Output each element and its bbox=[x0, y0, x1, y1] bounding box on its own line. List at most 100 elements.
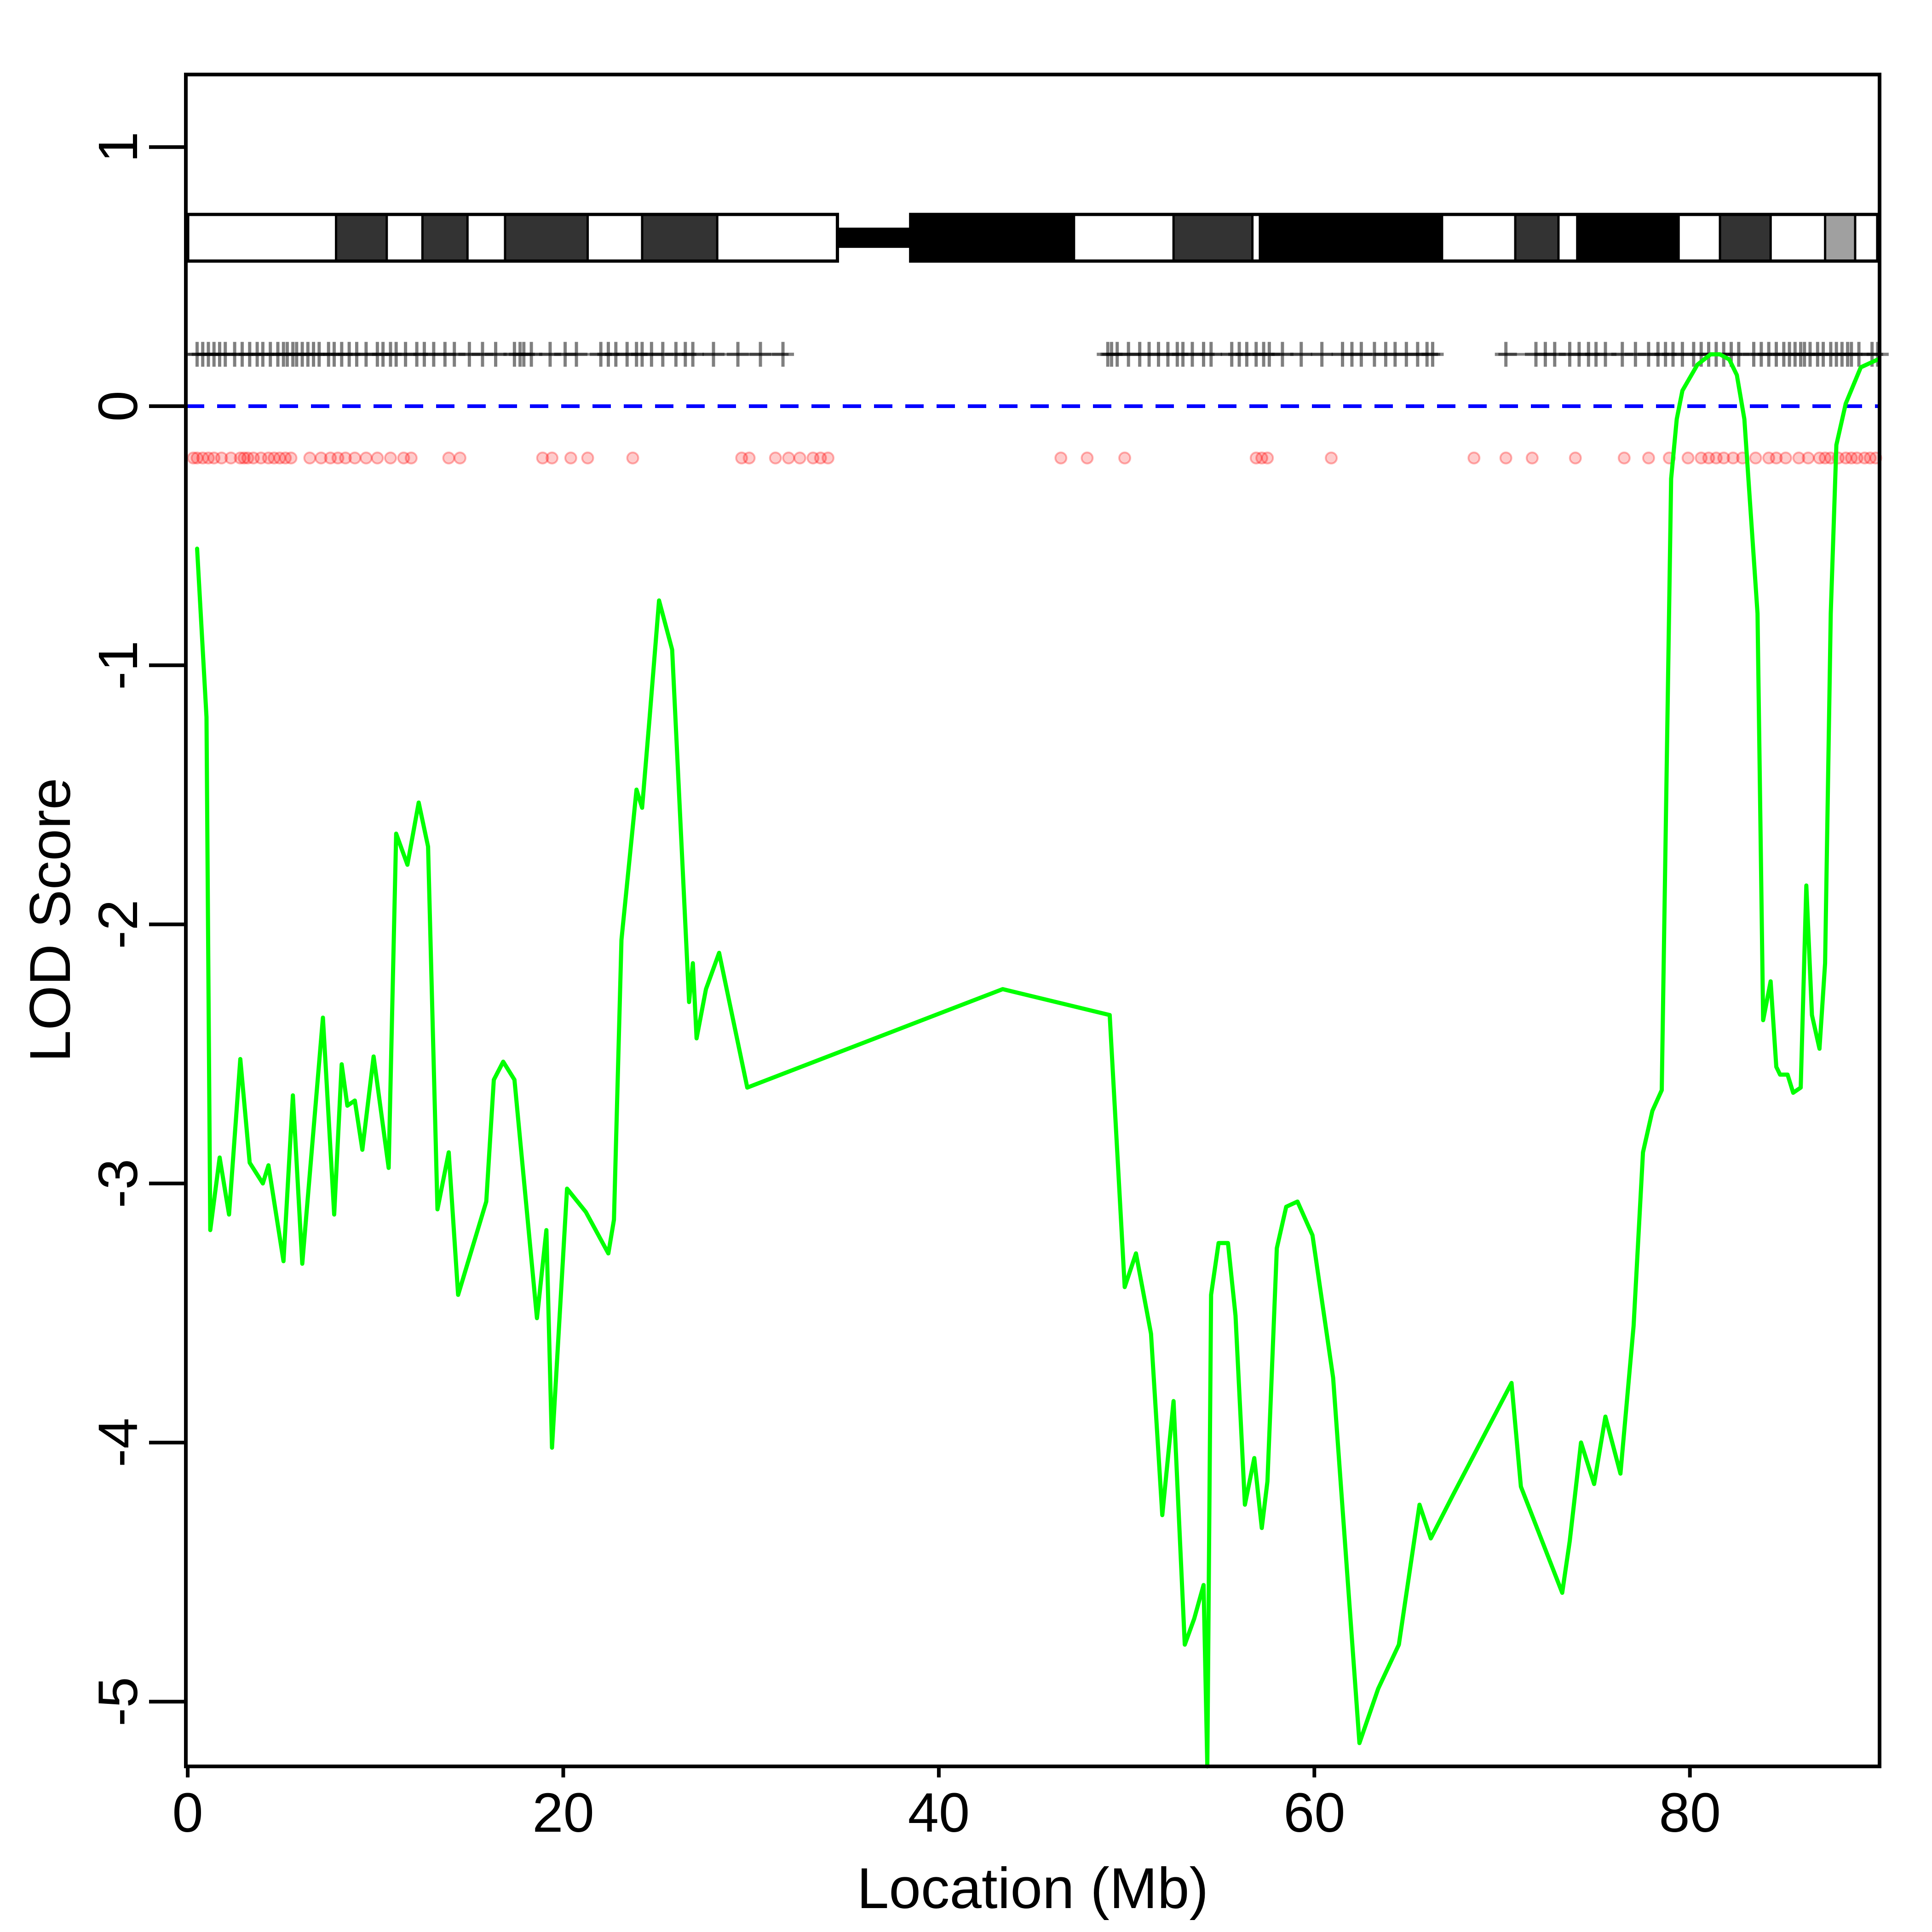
marker-point bbox=[727, 342, 749, 367]
marker-point bbox=[1271, 342, 1294, 367]
ideogram-band bbox=[421, 213, 469, 263]
snp-point bbox=[224, 451, 237, 465]
ideogram-band bbox=[641, 213, 719, 263]
snp-point bbox=[348, 451, 362, 465]
snp-point bbox=[303, 451, 316, 465]
snp-point bbox=[1792, 451, 1806, 465]
snp-point bbox=[742, 451, 756, 465]
snp-point bbox=[187, 451, 200, 465]
marker-point bbox=[520, 342, 543, 367]
snp-point bbox=[782, 451, 795, 465]
snp-point bbox=[1695, 451, 1708, 465]
marker-point bbox=[682, 342, 704, 367]
snp-point bbox=[1702, 451, 1715, 465]
y-tick-label: -2 bbox=[86, 900, 149, 949]
marker-point bbox=[1421, 342, 1444, 367]
marker-point bbox=[1290, 342, 1312, 367]
plot-frame bbox=[184, 73, 1881, 1768]
snp-point bbox=[1499, 451, 1512, 465]
snp-point bbox=[331, 451, 345, 465]
snp-point bbox=[1801, 451, 1815, 465]
snp-point bbox=[1749, 451, 1762, 465]
ideogram-band bbox=[1172, 213, 1254, 263]
snp-point bbox=[324, 451, 337, 465]
snp-point bbox=[234, 451, 247, 465]
snp-point bbox=[1709, 451, 1723, 465]
snp-point bbox=[339, 451, 352, 465]
snp-point bbox=[1642, 451, 1655, 465]
y-tick-label: -4 bbox=[86, 1418, 149, 1467]
snp-point bbox=[1762, 451, 1776, 465]
marker-point bbox=[1200, 342, 1222, 367]
snp-point bbox=[1726, 451, 1740, 465]
snp-point bbox=[279, 451, 292, 465]
snp-point bbox=[1118, 451, 1132, 465]
snp-point bbox=[1717, 451, 1731, 465]
ideogram-band bbox=[1576, 213, 1680, 263]
snp-point bbox=[1863, 451, 1877, 465]
snp-point bbox=[1845, 451, 1858, 465]
snp-point bbox=[793, 451, 806, 465]
ideogram-centromere bbox=[837, 227, 911, 248]
snp-point bbox=[536, 451, 549, 465]
snp-point bbox=[371, 451, 384, 465]
snp-point bbox=[814, 451, 827, 465]
snp-point bbox=[196, 451, 209, 465]
chromosome-ideogram bbox=[186, 213, 1880, 263]
snp-point bbox=[453, 451, 466, 465]
y-axis: -5 -4 -3 -2 -1 0 1 bbox=[86, 132, 186, 1726]
snp-point bbox=[207, 451, 221, 465]
ideogram-band bbox=[1514, 213, 1560, 263]
ideogram-band bbox=[335, 213, 388, 263]
snp-point bbox=[1851, 451, 1864, 465]
snp-point bbox=[384, 451, 397, 465]
snp-point bbox=[215, 451, 228, 465]
snp-point bbox=[404, 451, 418, 465]
snp-point bbox=[1261, 451, 1274, 465]
snp-point bbox=[1467, 451, 1481, 465]
snp-point bbox=[1681, 451, 1695, 465]
x-axis-title: Location (Mb) bbox=[857, 1857, 1208, 1920]
marker-point bbox=[749, 342, 772, 367]
marker-point bbox=[1495, 342, 1517, 367]
x-tick-label: 60 bbox=[1283, 1781, 1346, 1844]
snp-point bbox=[201, 451, 215, 465]
snp-point bbox=[1779, 451, 1792, 465]
snp-point bbox=[545, 451, 558, 465]
snp-point bbox=[237, 451, 251, 465]
snp-point bbox=[241, 451, 254, 465]
snp-point bbox=[397, 451, 410, 465]
snp-point bbox=[359, 451, 373, 465]
y-tick-label: 0 bbox=[86, 391, 149, 421]
ideogram-band bbox=[909, 213, 1075, 263]
snp-point bbox=[1325, 451, 1338, 465]
marker-track bbox=[186, 342, 1889, 367]
snp-point bbox=[267, 451, 281, 465]
snp-point bbox=[1525, 451, 1539, 465]
y-tick-label: -5 bbox=[86, 1677, 149, 1726]
y-tick-label: -3 bbox=[86, 1159, 149, 1208]
x-tick-label: 0 bbox=[172, 1781, 203, 1844]
snp-point bbox=[284, 451, 298, 465]
snp-point bbox=[806, 451, 820, 465]
snp-point bbox=[1054, 451, 1068, 465]
y-tick-label: -1 bbox=[86, 640, 149, 690]
snp-point bbox=[1255, 451, 1269, 465]
snp-point bbox=[1569, 451, 1582, 465]
snp-point bbox=[1249, 451, 1263, 465]
snp-point bbox=[254, 451, 268, 465]
ideogram-band bbox=[1824, 213, 1857, 263]
ideogram-band bbox=[1719, 213, 1772, 263]
snp-point bbox=[1081, 451, 1094, 465]
lod-series bbox=[195, 352, 1880, 1769]
y-tick-label: 1 bbox=[86, 132, 149, 162]
snp-track bbox=[187, 451, 1882, 465]
snp-point bbox=[735, 451, 748, 465]
snp-point bbox=[442, 451, 455, 465]
snp-point bbox=[1617, 451, 1631, 465]
snp-point bbox=[769, 451, 782, 465]
snp-point bbox=[273, 451, 287, 465]
snp-point bbox=[1839, 451, 1852, 465]
snp-point bbox=[822, 451, 835, 465]
